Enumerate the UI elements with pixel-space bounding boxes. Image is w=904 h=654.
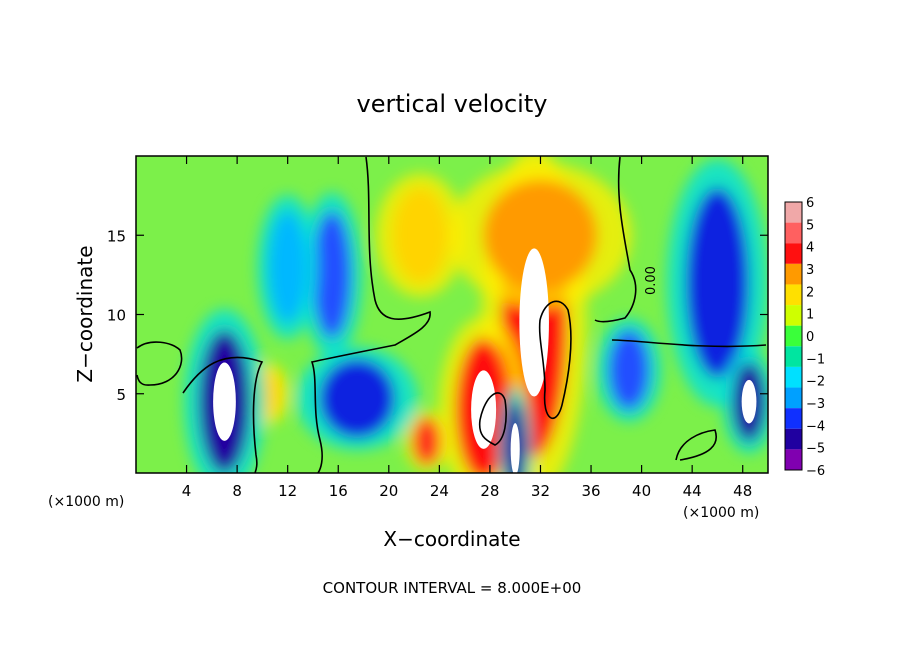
y-tick-label: 10 [107, 307, 126, 325]
colorbar-tick-label: 5 [806, 218, 814, 233]
colorbar-tick-label: −2 [806, 375, 825, 390]
colorbar-tick-label: 4 [806, 241, 814, 256]
x-axis-label: X−coordinate [383, 527, 520, 551]
x-tick-label: 4 [182, 482, 192, 500]
downdraft-region [319, 358, 396, 439]
plot-area: 0.00 [136, 156, 768, 473]
x-tick-label: 12 [278, 482, 297, 500]
zero-contour-line [611, 339, 767, 348]
updraft-region [392, 187, 449, 283]
x-unit-right: (×1000 m) [683, 505, 759, 521]
y-axis: 5 10 15 [107, 227, 768, 404]
colorbar-swatch [785, 263, 802, 285]
downdraft-region [268, 211, 307, 323]
colorbar-tick-label: −6 [806, 464, 825, 479]
updraft-region [483, 179, 598, 291]
y-tick-label: 15 [107, 227, 126, 245]
colorbar-tick-label: 3 [806, 263, 814, 278]
zero-contour-line [675, 429, 717, 461]
x-tick-label: 8 [232, 482, 242, 500]
colorbar-tick-label: −1 [806, 352, 825, 367]
colorbar-swatch [785, 243, 802, 264]
colorbar-swatch [785, 387, 802, 409]
x-tick-label: 32 [531, 482, 550, 500]
downdraft-core [213, 362, 236, 441]
zero-contour-line [538, 300, 572, 419]
zero-contour-line [310, 156, 431, 473]
colorbar-tick-label: 0 [806, 330, 814, 345]
y-axis-label: Z−coordinate [73, 245, 97, 382]
colorbar-tick-label: 1 [806, 308, 814, 323]
colorbar-frame [784, 201, 803, 471]
colorbar-tick-label: −3 [806, 397, 825, 412]
updraft-core [519, 248, 549, 397]
colorbar-swatch [785, 202, 802, 223]
y-tick-label: 5 [116, 386, 126, 404]
x-tick-label: 28 [480, 482, 499, 500]
colorbar-tick-label: −5 [806, 442, 825, 457]
x-unit-left: (×1000 m) [48, 494, 124, 510]
x-axis: 4 8 12 16 20 24 28 32 36 40 44 48 [182, 156, 752, 500]
velocity-field [184, 156, 768, 473]
colorbar-tick-label: 2 [806, 285, 814, 300]
downdraft-region [685, 187, 750, 378]
downdraft-region [312, 211, 351, 339]
colorbar-swatch [785, 366, 802, 388]
colorbar-tick-label: −4 [806, 419, 825, 434]
zero-contour-line [478, 392, 507, 446]
colorbar-swatch [785, 408, 802, 429]
downdraft-region [608, 330, 650, 410]
colorbar-swatch [785, 222, 802, 244]
colorbar-swatch [785, 284, 802, 306]
x-tick-label: 20 [379, 482, 398, 500]
colorbar-swatch [785, 346, 802, 367]
zero-contour-line [594, 156, 637, 323]
downdraft-core [741, 379, 757, 424]
x-tick-label: 16 [329, 482, 348, 500]
x-tick-label: 24 [430, 482, 449, 500]
velocity-cores [213, 248, 757, 473]
downdraft-core [510, 423, 520, 473]
chart-title: vertical velocity [357, 90, 548, 118]
contour-interval-note: CONTOUR INTERVAL = 8.000E+00 [323, 579, 582, 597]
contour-label: 0.00 [644, 266, 659, 295]
updraft-region [412, 417, 441, 466]
x-tick-label: 44 [683, 482, 702, 500]
colorbar-swatch [785, 305, 802, 326]
colorbar-swatch [785, 428, 802, 450]
colorbar-swatch [785, 449, 802, 470]
colorbar-swatch [785, 325, 802, 347]
x-tick-label: 48 [733, 482, 752, 500]
colorbar: 6 5 4 3 2 1 0 −1 −2 −3 −4 −5 −6 [784, 196, 825, 479]
colorbar-tick-label: 6 [806, 196, 814, 211]
zero-contours [136, 156, 767, 473]
zero-contour-line [182, 356, 264, 473]
x-tick-label: 36 [581, 482, 600, 500]
zero-contour-line [136, 341, 183, 386]
x-tick-label: 40 [632, 482, 651, 500]
